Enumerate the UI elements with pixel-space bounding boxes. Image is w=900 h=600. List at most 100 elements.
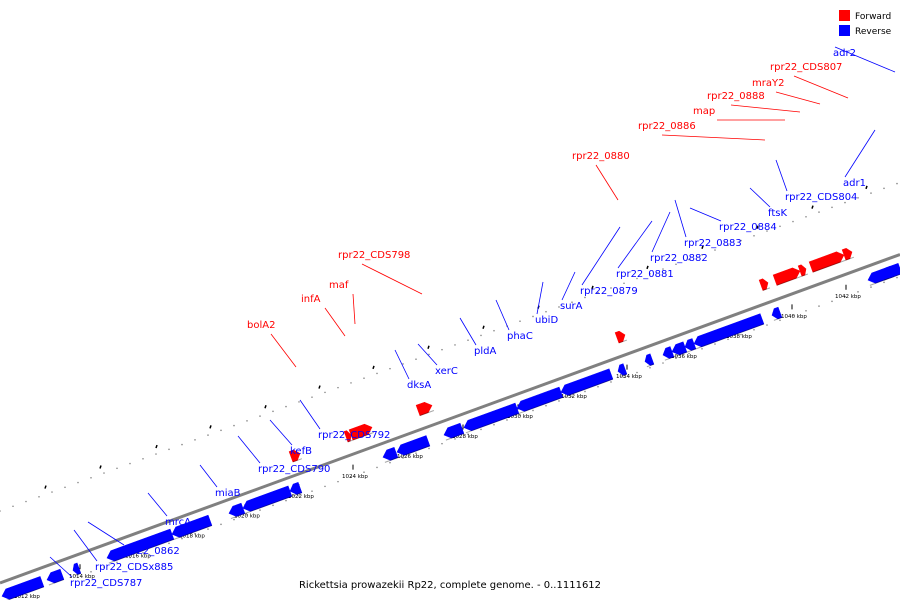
gene-rpr22_0881[interactable] <box>643 353 655 368</box>
gene-label: rpr22_0862 <box>122 546 180 557</box>
guide-dot <box>311 396 313 398</box>
gene-phaC[interactable] <box>462 402 520 434</box>
guide-dot <box>311 490 313 492</box>
gene-maf[interactable] <box>348 422 375 441</box>
gene-rpr22_0879[interactable] <box>616 363 628 378</box>
guide-dot <box>259 415 261 417</box>
gene-rpr22_CDS792[interactable] <box>288 482 303 497</box>
tick-mark <box>701 245 704 250</box>
gene-shadow <box>673 351 688 358</box>
gene-miaB[interactable] <box>170 514 213 540</box>
gene-shadow <box>845 256 855 261</box>
gene-shadow <box>244 495 293 514</box>
gene-label: miaB <box>215 488 241 499</box>
guide-dot <box>285 405 287 408</box>
guide-dot <box>610 287 612 289</box>
gene-xerC[interactable] <box>395 435 431 458</box>
genome-caption: Rickettsia prowazekii Rp22, complete gen… <box>299 580 601 591</box>
gene-rpr22_0883[interactable] <box>670 341 688 358</box>
gene-rpr22_0888[interactable] <box>797 264 809 277</box>
guide-dot <box>90 570 92 573</box>
gene-map[interactable] <box>772 266 803 286</box>
gene-features <box>0 247 900 600</box>
gene-rpr22_0882[interactable] <box>661 346 675 361</box>
gene-adr2[interactable] <box>880 263 900 281</box>
guide-dot <box>168 448 170 451</box>
guide-dot <box>753 234 755 237</box>
guide-dot <box>298 401 300 403</box>
gene-label: rpr22_0886 <box>638 121 696 132</box>
gene-ftsK[interactable] <box>692 313 765 350</box>
guide-dot <box>766 230 768 232</box>
gene-rpr22_CDS787[interactable] <box>0 576 45 600</box>
tick-mark <box>811 205 814 209</box>
guide-dot <box>818 305 820 307</box>
gene-bolA2[interactable] <box>288 448 303 463</box>
gene-arrow <box>289 482 303 495</box>
gene-shadow <box>773 316 783 321</box>
gene-rpr22_CDSx885[interactable] <box>45 568 65 586</box>
guide-dot <box>207 434 209 436</box>
gene-surA[interactable] <box>559 368 614 398</box>
guide-dot <box>818 211 820 213</box>
guide-dot <box>844 201 846 204</box>
gene-label: kefB <box>290 446 312 457</box>
gene-rpr22_CDS790[interactable] <box>227 502 246 520</box>
callout-line <box>661 134 766 141</box>
callout-line <box>394 349 410 380</box>
tick-label: 1038 kbp <box>726 334 752 340</box>
callout-line <box>617 220 653 269</box>
gene-rpr22_0862[interactable] <box>71 562 82 576</box>
guide-dot <box>714 343 716 345</box>
gene-shadow <box>108 538 175 564</box>
guide-dot <box>623 282 625 285</box>
callout-line <box>495 299 510 331</box>
callout-line <box>87 521 125 546</box>
callout-line <box>269 419 293 446</box>
gene-arrow <box>662 346 675 359</box>
gene-mraY2[interactable] <box>808 250 847 273</box>
gene-rpr22_0886[interactable] <box>758 278 771 291</box>
guide-dot <box>688 352 690 355</box>
gene-arrow <box>797 264 807 277</box>
gene-arrow <box>808 251 845 273</box>
gene-shadow <box>801 273 809 277</box>
tick-label: 1030 kbp <box>507 414 533 420</box>
guide-dot <box>493 423 495 426</box>
gene-arrow <box>46 568 65 584</box>
tick-mark <box>482 325 485 329</box>
guide-dot <box>142 458 144 460</box>
guide-dot <box>727 244 729 247</box>
guide-dot <box>51 491 53 493</box>
guide-dot <box>584 296 586 299</box>
legend: Forward Reverse <box>839 10 892 37</box>
gene-mrcA[interactable] <box>105 528 175 564</box>
guide-dot <box>77 481 79 484</box>
gene-ubiD[interactable] <box>515 386 564 414</box>
gene-rpr22_CDS804[interactable] <box>770 306 783 321</box>
gene-rpr22_0880[interactable] <box>614 330 628 344</box>
gene-rpr22_CDS798[interactable] <box>415 400 435 417</box>
guide-dot <box>662 268 664 270</box>
guide-dot <box>168 542 170 545</box>
guide-dot <box>623 376 625 379</box>
gene-pldA[interactable] <box>442 422 465 441</box>
gene-arrow <box>228 502 246 517</box>
gene-infA[interactable] <box>343 430 354 443</box>
gene-label: pldA <box>474 346 496 357</box>
gene-label: rpr22_0884 <box>719 222 777 233</box>
gene-rpr22_0884[interactable] <box>683 338 697 353</box>
gene-rpr22_CDS807[interactable] <box>841 247 855 261</box>
gene-dksA[interactable] <box>381 446 399 463</box>
gene-kefB[interactable] <box>241 485 293 514</box>
guide-dot <box>441 442 443 445</box>
guide-dot <box>584 390 586 393</box>
guide-dot <box>116 561 118 564</box>
guide-dot <box>220 429 222 432</box>
tick-label: 1042 kbp <box>835 294 861 300</box>
gene-label: rpr22_0879 <box>580 286 638 297</box>
gene-shadow <box>48 579 65 586</box>
gene-shadow <box>812 259 847 273</box>
gene-shadow <box>292 458 303 463</box>
gene-shadow <box>347 439 354 443</box>
